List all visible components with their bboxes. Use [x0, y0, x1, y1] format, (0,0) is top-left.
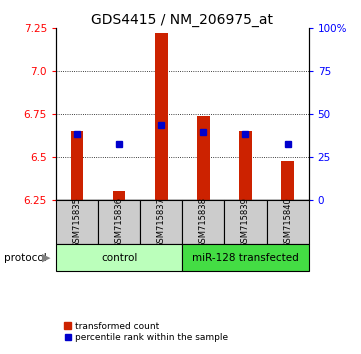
Text: GSM715835: GSM715835 — [73, 197, 82, 247]
Bar — [140, 200, 182, 244]
Text: GSM715840: GSM715840 — [283, 197, 292, 247]
Text: miR-128 transfected: miR-128 transfected — [192, 252, 299, 263]
Text: GSM715837: GSM715837 — [157, 196, 166, 248]
Legend: transformed count, percentile rank within the sample: transformed count, percentile rank withi… — [61, 318, 232, 346]
Bar — [56, 244, 182, 271]
Bar — [71, 131, 83, 200]
Text: GSM715839: GSM715839 — [241, 197, 250, 247]
Text: GSM715838: GSM715838 — [199, 196, 208, 248]
Bar — [56, 200, 98, 244]
Bar — [239, 131, 252, 200]
Text: GSM715836: GSM715836 — [115, 196, 123, 248]
Bar — [182, 244, 309, 271]
Bar — [98, 200, 140, 244]
Text: ▶: ▶ — [42, 252, 50, 263]
Bar — [281, 160, 294, 200]
Bar — [113, 192, 125, 200]
Text: control: control — [101, 252, 137, 263]
Bar — [182, 200, 225, 244]
Bar — [197, 116, 210, 200]
Bar — [266, 200, 309, 244]
Title: GDS4415 / NM_206975_at: GDS4415 / NM_206975_at — [91, 13, 273, 27]
Bar — [225, 200, 266, 244]
Text: protocol: protocol — [4, 252, 46, 263]
Bar — [155, 34, 168, 200]
